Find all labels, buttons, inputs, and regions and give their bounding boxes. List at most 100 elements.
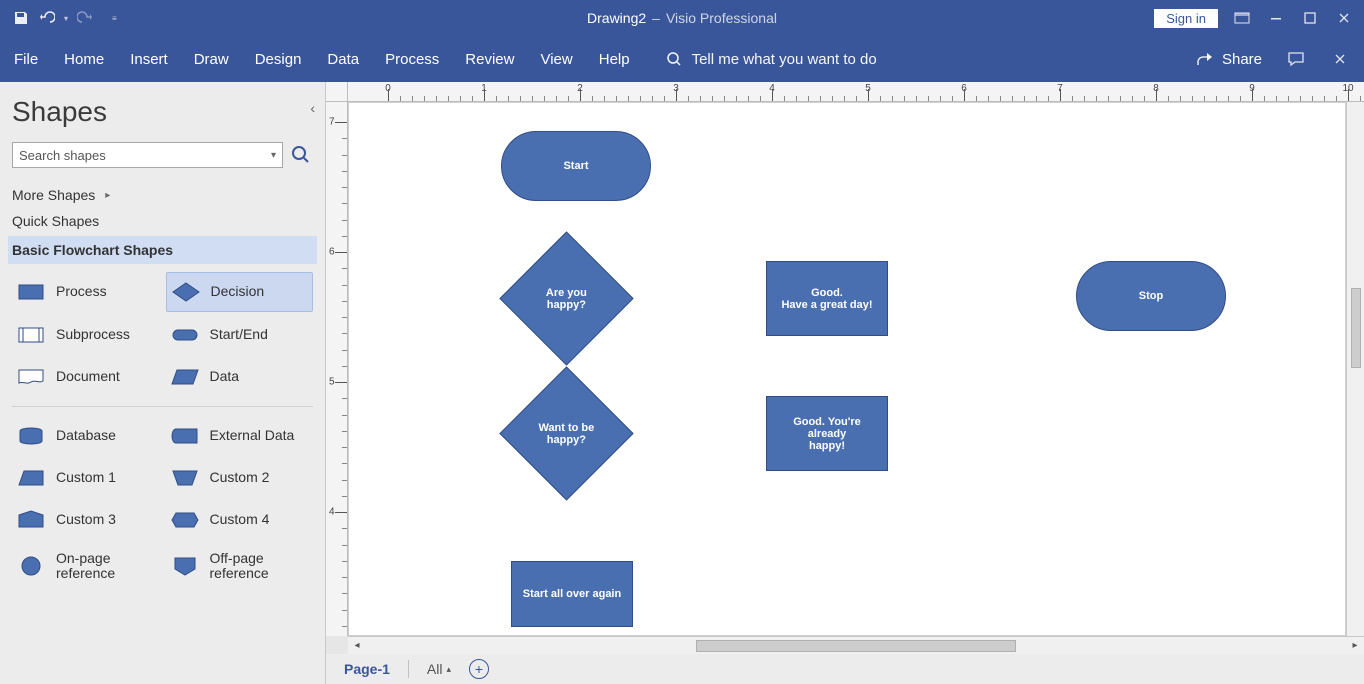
maximize-icon[interactable] <box>1300 8 1320 28</box>
tab-divider <box>408 660 409 678</box>
shapes-panel: ‹ Shapes Search shapes ▾ More Shapes▸ Qu… <box>0 82 326 684</box>
basic-flowchart-category[interactable]: Basic Flowchart Shapes <box>8 236 317 264</box>
shape-item-label: Custom 2 <box>210 470 270 485</box>
c2-icon <box>170 467 200 489</box>
flowchart-node-q2[interactable]: Want to be happy? <box>499 366 633 500</box>
horizontal-ruler: 012345678910 <box>348 82 1364 102</box>
tab-data[interactable]: Data <box>327 51 359 68</box>
flowchart-node-stop[interactable]: Stop <box>1076 261 1226 331</box>
vertical-scrollbar[interactable] <box>1346 102 1364 636</box>
shape-item-subprocess[interactable]: Subprocess <box>12 316 160 354</box>
shape-item-c2[interactable]: Custom 2 <box>166 459 314 497</box>
page-tabs: Page-1 All ▴ + <box>326 654 1364 684</box>
panel-title: Shapes <box>12 96 313 128</box>
drawing-page[interactable]: Start Are you happy? Good. Have a great da… <box>348 102 1346 636</box>
window-title: Drawing2 – Visio Professional <box>587 10 777 26</box>
search-shapes-input[interactable]: Search shapes ▾ <box>12 142 283 168</box>
quick-shapes-link[interactable]: Quick Shapes <box>12 208 313 234</box>
save-icon[interactable] <box>12 9 30 27</box>
title-bar: ▾ ≡ Drawing2 – Visio Professional Sign i… <box>0 0 1364 36</box>
close-icon[interactable] <box>1334 8 1354 28</box>
flowchart-node-startover[interactable]: Start all over again <box>511 561 633 627</box>
chevron-right-icon: ▸ <box>105 190 110 201</box>
share-label: Share <box>1222 51 1262 68</box>
search-icon <box>666 51 682 67</box>
horizontal-scrollbar[interactable]: ◂ ▸ <box>348 636 1364 654</box>
decision-icon <box>171 281 201 303</box>
shape-categories: More Shapes▸ Quick Shapes Basic Flowchar… <box>12 182 313 264</box>
hscroll-right-icon[interactable]: ▸ <box>1346 640 1364 651</box>
shape-item-data[interactable]: Data <box>166 358 314 396</box>
shape-item-label: External Data <box>210 428 295 443</box>
startend-icon <box>170 324 200 346</box>
shape-item-startend[interactable]: Start/End <box>166 316 314 354</box>
hscroll-left-icon[interactable]: ◂ <box>348 640 366 651</box>
tab-home[interactable]: Home <box>64 51 104 68</box>
tab-help[interactable]: Help <box>599 51 630 68</box>
tab-draw[interactable]: Draw <box>194 51 229 68</box>
shape-item-c3[interactable]: Custom 3 <box>12 501 160 539</box>
tab-insert[interactable]: Insert <box>130 51 168 68</box>
shape-item-label: Subprocess <box>56 327 130 342</box>
shape-item-label: Custom 4 <box>210 512 270 527</box>
vscroll-thumb[interactable] <box>1351 288 1361 368</box>
process-icon <box>16 281 46 303</box>
search-placeholder: Search shapes <box>19 148 106 163</box>
main-area: ‹ Shapes Search shapes ▾ More Shapes▸ Qu… <box>0 82 1364 684</box>
share-button[interactable]: Share <box>1196 51 1262 68</box>
redo-icon[interactable] <box>76 9 94 27</box>
undo-dropdown-icon[interactable]: ▾ <box>64 14 68 23</box>
tab-file[interactable]: File <box>14 51 38 68</box>
comments-icon[interactable] <box>1286 49 1306 69</box>
search-dropdown-icon[interactable]: ▾ <box>271 150 276 161</box>
subprocess-icon <box>16 324 46 346</box>
page-tab-1[interactable]: Page-1 <box>344 661 390 677</box>
collapse-panel-icon[interactable]: ‹ <box>310 100 315 116</box>
tell-me-label: Tell me what you want to do <box>692 51 877 68</box>
shape-item-decision[interactable]: Decision <box>166 272 314 312</box>
tell-me-search[interactable]: Tell me what you want to do <box>666 51 877 68</box>
add-page-button[interactable]: + <box>469 659 489 679</box>
vertical-ruler: 76543 <box>326 102 348 636</box>
onpage-icon <box>16 555 46 577</box>
shape-item-database[interactable]: Database <box>12 417 160 455</box>
collapse-ribbon-icon[interactable] <box>1330 49 1350 69</box>
qat-customize-icon[interactable]: ≡ <box>112 14 117 23</box>
shape-item-document[interactable]: Document <box>12 358 160 396</box>
minimize-icon[interactable] <box>1266 8 1286 28</box>
share-icon <box>1196 51 1214 67</box>
shape-item-c4[interactable]: Custom 4 <box>166 501 314 539</box>
flowchart-node-start[interactable]: Start <box>501 131 651 201</box>
sign-in-button[interactable]: Sign in <box>1154 9 1218 28</box>
more-shapes-link[interactable]: More Shapes▸ <box>12 182 313 208</box>
search-icon[interactable] <box>289 143 313 167</box>
ruler-corner <box>326 82 348 102</box>
tab-review[interactable]: Review <box>465 51 514 68</box>
shape-item-offpage[interactable]: Off-page reference <box>166 543 314 590</box>
shape-item-label: Decision <box>211 284 265 299</box>
shape-item-extdata[interactable]: External Data <box>166 417 314 455</box>
shape-item-c1[interactable]: Custom 1 <box>12 459 160 497</box>
c1-icon <box>16 467 46 489</box>
c3-icon <box>16 509 46 531</box>
undo-icon[interactable] <box>38 9 56 27</box>
shape-item-onpage[interactable]: On-page reference <box>12 543 160 590</box>
ribbon-display-icon[interactable] <box>1232 8 1252 28</box>
canvas-area: 012345678910 76543 Start Are you happy? Go… <box>326 82 1364 684</box>
extdata-icon <box>170 425 200 447</box>
flowchart-node-q1[interactable]: Are you happy? <box>499 231 633 365</box>
all-pages-button[interactable]: All ▴ <box>427 661 451 677</box>
offpage-icon <box>170 555 200 577</box>
shape-item-label: Database <box>56 428 116 443</box>
app-name: Visio Professional <box>666 10 777 26</box>
shape-item-label: Start/End <box>210 327 268 342</box>
tab-design[interactable]: Design <box>255 51 302 68</box>
tab-view[interactable]: View <box>540 51 572 68</box>
document-icon <box>16 366 46 388</box>
hscroll-thumb[interactable] <box>696 640 1016 652</box>
flowchart-node-good2[interactable]: Good. You're already happy! <box>766 396 888 471</box>
tab-process[interactable]: Process <box>385 51 439 68</box>
flowchart-node-good1[interactable]: Good. Have a great day! <box>766 261 888 336</box>
document-name: Drawing2 <box>587 10 646 26</box>
shape-item-process[interactable]: Process <box>12 272 160 312</box>
